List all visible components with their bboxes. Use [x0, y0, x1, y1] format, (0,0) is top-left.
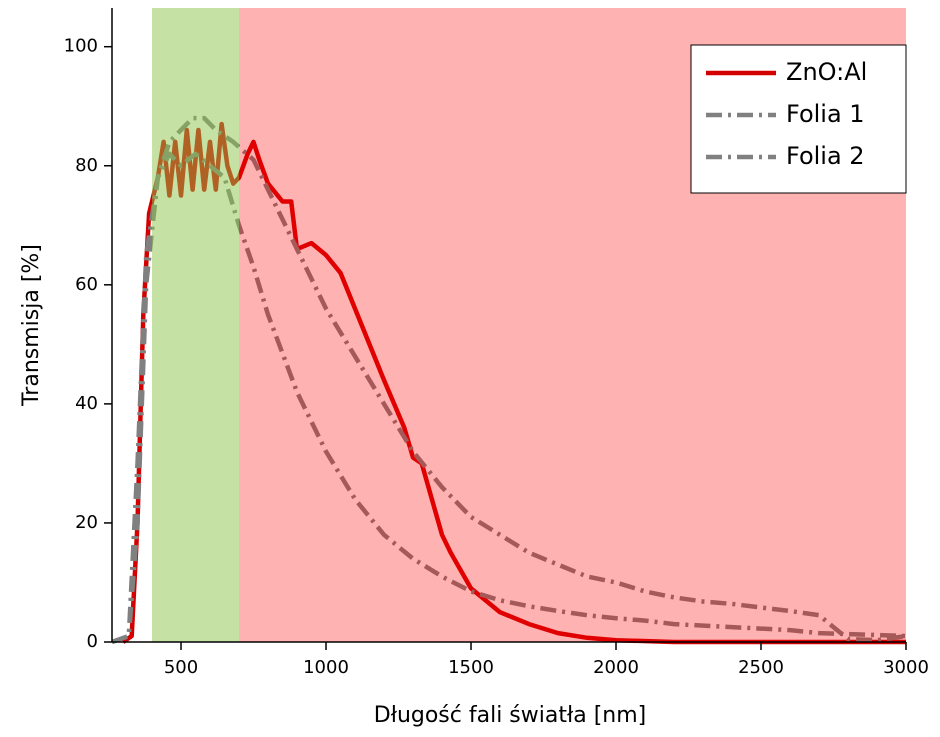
x-tick-label: 3000 [883, 657, 929, 678]
legend-label: ZnO:Al [786, 58, 867, 86]
x-axis-label: Długość fali światła [nm] [374, 703, 647, 728]
x-tick-label: 500 [164, 657, 198, 678]
y-tick-label: 0 [87, 631, 98, 652]
legend: ZnO:Al Folia 1 Folia 2 [690, 44, 907, 194]
y-tick-label: 60 [75, 274, 98, 295]
x-tick-label: 2500 [738, 657, 784, 678]
y-tick-label: 100 [64, 36, 98, 57]
x-tick-label: 1000 [303, 657, 349, 678]
x-tick-label: 2000 [593, 657, 639, 678]
y-tick-label: 20 [75, 512, 98, 533]
legend-box [690, 44, 907, 194]
legend-label: Folia 2 [786, 142, 865, 170]
y-tick-label: 80 [75, 155, 98, 176]
legend-label: Folia 1 [786, 100, 865, 128]
band [152, 8, 240, 642]
x-tick-label: 1500 [448, 657, 494, 678]
y-axis-label: Transmisja [%] [19, 244, 44, 407]
y-tick-label: 40 [75, 393, 98, 414]
